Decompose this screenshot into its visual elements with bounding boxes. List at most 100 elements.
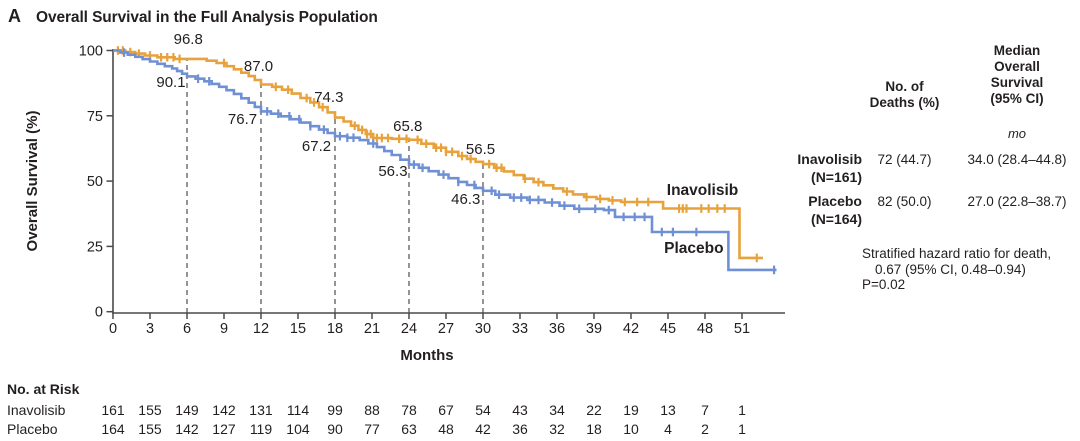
y-axis-title: Overall Survival (%) <box>24 111 41 252</box>
deaths-column-header: No. of Deaths (%) <box>852 79 957 111</box>
risk-row-label-inavolisib: Inavolisib <box>7 402 66 418</box>
x-tick-label-33: 33 <box>512 321 528 337</box>
placebo-deaths-value: 82 (50.0) <box>877 194 932 209</box>
risk-value-inavolisib-m12: 131 <box>249 402 273 418</box>
y-tick-label-100: 100 <box>79 44 103 60</box>
x-tick-label-12: 12 <box>253 321 269 337</box>
risk-value-placebo-m12: 119 <box>249 420 273 437</box>
hazard-ratio-note: Stratified hazard ratio for death, 0.67 … <box>862 246 1080 293</box>
inavolisib-landmark-label-96.8: 96.8 <box>174 31 203 48</box>
risk-value-placebo-m33: 36 <box>512 420 528 437</box>
risk-value-inavolisib-m42: 19 <box>623 402 639 418</box>
x-tick-label-42: 42 <box>623 321 639 337</box>
x-axis-title: Months <box>400 347 453 364</box>
placebo-landmark-label-56.3: 56.3 <box>378 163 407 180</box>
inavolisib-median-value: 34.0 (28.4–44.8) <box>967 152 1067 167</box>
inavolisib-landmark-label-87.0: 87.0 <box>244 58 273 75</box>
risk-value-placebo-m6: 142 <box>175 420 199 437</box>
risk-value-placebo-m0: 164 <box>101 420 125 437</box>
p-value: P=0.02 <box>862 277 906 292</box>
placebo-survival-curve <box>113 49 777 272</box>
inavolisib-landmark-label-65.8: 65.8 <box>393 118 422 135</box>
risk-value-inavolisib-m0: 161 <box>101 402 125 418</box>
risk-value-inavolisib-m30: 54 <box>475 402 491 418</box>
placebo-label: Placebo <box>808 193 862 209</box>
risk-value-inavolisib-m48: 7 <box>701 402 709 418</box>
risk-value-inavolisib-m51: 1 <box>738 402 746 418</box>
placebo-curve-label: Placebo <box>664 240 723 257</box>
median-header-line1: Median <box>993 43 1041 58</box>
risk-value-placebo-m51: 1 <box>738 420 746 437</box>
risk-value-inavolisib-m33: 43 <box>512 402 528 418</box>
x-tick-label-18: 18 <box>327 321 343 337</box>
figure-title: A Overall Survival in the Full Analysis … <box>8 6 378 27</box>
panel-letter: A <box>8 6 21 26</box>
inavolisib-landmark-label-74.3: 74.3 <box>314 89 343 106</box>
risk-value-placebo-m21: 77 <box>364 420 380 437</box>
risk-value-placebo-m9: 127 <box>212 420 236 437</box>
inavolisib-label: Inavolisib <box>797 151 862 167</box>
risk-value-placebo-m3: 155 <box>138 420 162 437</box>
risk-value-inavolisib-m3: 155 <box>138 402 162 418</box>
inavolisib-landmark-label-56.5: 56.5 <box>466 141 495 158</box>
x-tick-label-24: 24 <box>401 321 417 337</box>
placebo-landmark-label-90.1: 90.1 <box>156 74 185 91</box>
deaths-header-line2: Deaths (%) <box>869 95 940 110</box>
hazard-line2: 0.67 (95% CI, 0.48–0.94) <box>875 261 1026 277</box>
x-tick-label-51: 51 <box>734 321 750 337</box>
placebo-landmark-label-76.7: 76.7 <box>228 111 257 128</box>
hazard-line1: Stratified hazard ratio for death, <box>862 246 1052 261</box>
median-header-line2: Overall <box>994 59 1040 74</box>
x-tick-label-6: 6 <box>183 321 191 337</box>
y-tick-label-0: 0 <box>95 305 103 321</box>
risk-value-placebo-m48: 2 <box>701 420 709 437</box>
inavolisib-n: (N=161) <box>811 169 862 185</box>
median-header-line4: (95% CI) <box>990 91 1044 106</box>
x-tick-label-3: 3 <box>146 321 154 337</box>
placebo-median-value: 27.0 (22.8–38.7) <box>967 194 1067 209</box>
x-tick-label-9: 9 <box>220 321 228 337</box>
row-label-inavolisib: Inavolisib (N=161) <box>764 150 862 186</box>
risk-value-placebo-m15: 104 <box>286 420 310 437</box>
inavolisib-deaths-value: 72 (44.7) <box>877 152 932 167</box>
x-tick-label-39: 39 <box>586 321 602 337</box>
unit-label-mo: mo <box>1007 126 1027 141</box>
x-tick-label-36: 36 <box>549 321 565 337</box>
risk-value-inavolisib-m36: 34 <box>549 402 565 418</box>
deaths-header-line1: No. of <box>885 79 924 94</box>
x-tick-label-0: 0 <box>109 321 117 337</box>
y-tick-label-50: 50 <box>87 174 103 190</box>
placebo-landmark-label-46.3: 46.3 <box>451 191 480 208</box>
x-tick-label-21: 21 <box>364 321 380 337</box>
risk-value-placebo-m45: 4 <box>664 420 672 437</box>
risk-value-inavolisib-m9: 142 <box>212 402 236 418</box>
median-header-line3: Survival <box>990 75 1044 90</box>
row-label-placebo: Placebo (N=164) <box>764 192 862 228</box>
y-tick-label-75: 75 <box>87 109 103 125</box>
x-tick-label-27: 27 <box>438 321 454 337</box>
risk-value-placebo-m39: 18 <box>586 420 602 437</box>
median-column-header: Median Overall Survival (95% CI) <box>947 43 1080 107</box>
risk-value-inavolisib-m15: 114 <box>286 402 310 418</box>
risk-value-placebo-m30: 42 <box>475 420 491 437</box>
risk-value-placebo-m27: 48 <box>438 420 454 437</box>
risk-row-label-placebo: Placebo <box>7 420 58 437</box>
inavolisib-survival-curve <box>113 49 763 260</box>
risk-value-inavolisib-m45: 13 <box>660 402 676 418</box>
x-tick-label-15: 15 <box>290 321 306 337</box>
x-tick-label-45: 45 <box>660 321 676 337</box>
y-tick-label-25: 25 <box>87 239 103 255</box>
risk-value-inavolisib-m39: 22 <box>586 402 602 418</box>
risk-value-placebo-m18: 90 <box>327 420 343 437</box>
x-tick-label-30: 30 <box>475 321 491 337</box>
panel-title-text: Overall Survival in the Full Analysis Po… <box>36 9 378 26</box>
x-tick-label-48: 48 <box>697 321 713 337</box>
risk-value-placebo-m42: 10 <box>623 420 639 437</box>
risk-value-inavolisib-m6: 149 <box>175 402 199 418</box>
placebo-n: (N=164) <box>811 211 862 227</box>
risk-value-inavolisib-m24: 78 <box>401 402 417 418</box>
risk-value-placebo-m36: 32 <box>549 420 565 437</box>
placebo-landmark-label-67.2: 67.2 <box>302 138 331 155</box>
